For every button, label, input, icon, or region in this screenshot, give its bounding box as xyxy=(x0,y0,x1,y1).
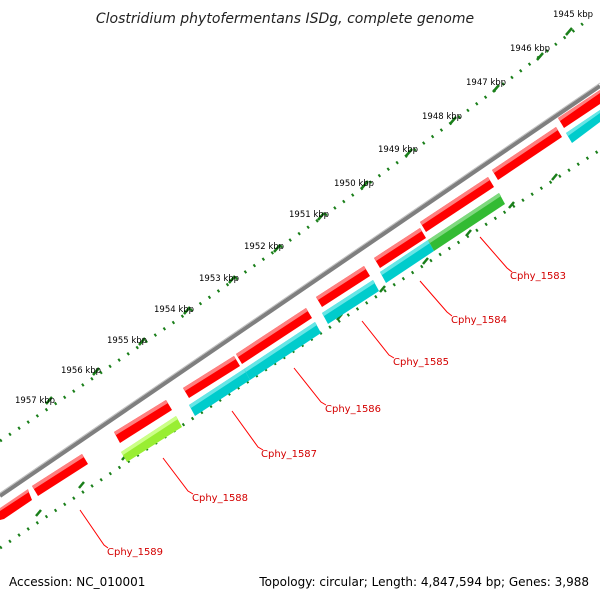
gene-label-cphy-1585[interactable]: Cphy_1585 xyxy=(393,357,449,368)
scale-label: 1954 kbp xyxy=(154,305,194,315)
label-leaders xyxy=(79,236,513,549)
scale-labels: 1945 kbp 1946 kbp 1947 kbp 1948 kbp 1949… xyxy=(15,10,593,406)
scale-label: 1957 kbp xyxy=(15,396,55,406)
gene-label-cphy-1584[interactable]: Cphy_1584 xyxy=(451,315,507,326)
scale-label: 1955 kbp xyxy=(107,336,147,346)
gene-reverse-green[interactable] xyxy=(428,193,505,251)
gene-forward[interactable] xyxy=(236,308,308,357)
genome-summary-text: Topology: circular; Length: 4,847,594 bp… xyxy=(258,575,589,589)
gene-reverse[interactable] xyxy=(322,280,379,324)
gene-reverse[interactable] xyxy=(244,322,321,380)
gene-forward[interactable] xyxy=(183,356,236,391)
gene-forward[interactable] xyxy=(316,266,370,307)
gene-reverse[interactable] xyxy=(189,369,250,416)
gene-reverse[interactable] xyxy=(566,110,600,136)
scale-label: 1956 kbp xyxy=(61,366,101,376)
scale-label: 1946 kbp xyxy=(510,44,550,54)
gene-forward[interactable] xyxy=(183,356,240,398)
gene-labels: Cphy_1583 Cphy_1584 Cphy_1585 Cphy_1586 … xyxy=(107,271,566,558)
gene-forward[interactable] xyxy=(236,308,312,364)
gene-forward[interactable] xyxy=(32,454,84,489)
gene-forward[interactable] xyxy=(0,489,29,511)
scale-label: 1948 kbp xyxy=(422,112,462,122)
gene-forward[interactable] xyxy=(114,400,172,443)
gene-label-cphy-1588[interactable]: Cphy_1588 xyxy=(192,493,248,504)
outer-scale-ring xyxy=(0,20,586,443)
gene-forward[interactable] xyxy=(316,266,366,300)
gene-reverse[interactable] xyxy=(380,240,434,283)
gene-reverse[interactable] xyxy=(189,369,246,408)
gene-forward[interactable] xyxy=(0,490,32,520)
gene-reverse[interactable] xyxy=(380,240,430,275)
scale-label: 1947 kbp xyxy=(466,78,506,88)
reverse-strand-genes xyxy=(121,110,600,462)
gene-label-cphy-1587[interactable]: Cphy_1587 xyxy=(261,449,317,460)
gene-forward[interactable] xyxy=(374,228,422,261)
outer-major-ticks xyxy=(45,27,573,405)
genome-backbone-highlight xyxy=(0,82,600,494)
gene-reverse-lime[interactable] xyxy=(121,416,178,455)
scale-label: 1953 kbp xyxy=(199,274,239,284)
gene-reverse[interactable] xyxy=(244,322,317,372)
accession-text: Accession: NC_010001 xyxy=(9,575,145,589)
forward-strand-genes xyxy=(0,90,600,520)
scale-label: 1950 kbp xyxy=(334,179,374,189)
genome-backbone xyxy=(0,84,600,498)
gene-reverse-green[interactable] xyxy=(428,193,501,243)
gene-forward[interactable] xyxy=(420,177,494,232)
gene-reverse[interactable] xyxy=(322,280,375,316)
gene-label-cphy-1583[interactable]: Cphy_1583 xyxy=(510,271,566,282)
gene-label-cphy-1586[interactable]: Cphy_1586 xyxy=(325,404,381,415)
gene-forward[interactable] xyxy=(374,228,426,268)
scale-label: 1949 kbp xyxy=(378,145,418,155)
gene-forward[interactable] xyxy=(420,177,490,225)
map-title: Clostridium phytofermentans ISDg, comple… xyxy=(96,11,474,27)
gene-forward[interactable] xyxy=(492,127,558,173)
gene-forward[interactable] xyxy=(114,400,168,435)
scale-label: 1945 kbp xyxy=(553,10,593,20)
gene-label-cphy-1589[interactable]: Cphy_1589 xyxy=(107,547,163,558)
scale-label: 1952 kbp xyxy=(244,242,284,252)
gene-reverse-lime[interactable] xyxy=(121,416,182,462)
scale-label: 1951 kbp xyxy=(289,210,329,220)
gene-forward[interactable] xyxy=(492,127,562,180)
gene-forward[interactable] xyxy=(558,90,600,121)
gene-forward[interactable] xyxy=(32,454,88,496)
